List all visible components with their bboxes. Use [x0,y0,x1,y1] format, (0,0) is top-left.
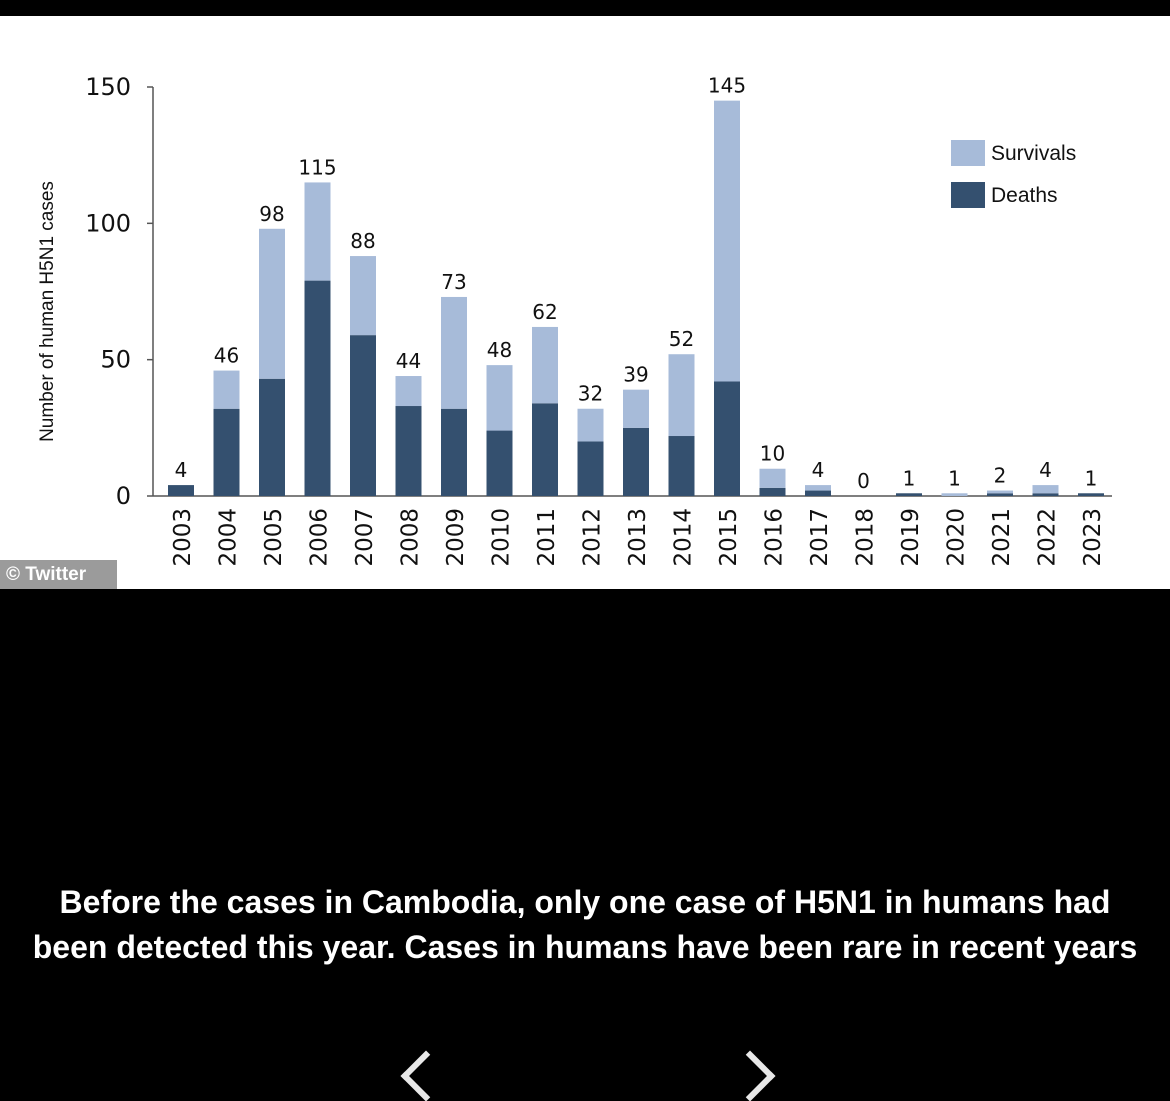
x-tick-label-2006: 2006 [307,508,333,567]
bar-survivals-2016 [759,468,786,488]
bar-survivals-2012 [577,408,604,442]
total-label-2017: 4 [812,458,825,482]
bar-survivals-2020 [941,493,968,496]
bar-deaths-2023 [1078,493,1104,496]
bar-deaths-2011 [532,403,558,496]
total-label-2020: 1 [948,466,961,490]
total-label-2011: 62 [532,300,557,324]
total-label-2008: 44 [396,349,421,373]
x-tick-label-2021: 2021 [989,508,1015,567]
x-tick-label-2017: 2017 [807,508,833,567]
bar-deaths-2007 [350,335,376,496]
total-label-2006: 115 [298,155,336,179]
chart-panel: 0 50 100 150 Number of human H5N1 cases 4 2003… [0,16,1170,589]
bar-survivals-2008 [395,376,422,407]
y-tick-label: 0 [116,482,131,510]
total-label-2010: 48 [487,338,512,362]
legend-swatch-deaths [951,182,985,208]
total-label-2014: 52 [669,327,694,351]
total-label-2007: 88 [350,229,375,253]
bar-deaths-2008 [395,406,422,496]
total-label-2009: 73 [441,270,466,294]
image-credit: © Twitter [0,560,117,589]
bar-survivals-2005 [259,228,285,379]
x-tick-label-2020: 2020 [944,508,970,567]
x-tick-label-2010: 2010 [489,508,515,567]
y-tick-label: 150 [85,73,131,101]
x-tick-label-2018: 2018 [853,508,879,567]
y-tick-label: 50 [100,346,131,374]
bar-deaths-2012 [577,441,604,496]
bar-survivals-2022 [1032,485,1059,494]
y-axis-title: Number of human H5N1 cases [37,181,58,442]
bar-survivals-2006 [304,182,331,281]
bar-survivals-2015 [714,100,740,382]
bar-survivals-2014 [668,354,695,437]
image-caption: Before the cases in Cambodia, only one c… [32,884,1138,965]
total-label-2016: 10 [760,442,785,466]
total-label-2005: 98 [259,202,284,226]
x-tick-label-2013: 2013 [625,508,651,567]
legend-swatch-survivals [951,140,985,166]
x-tick-label-2009: 2009 [443,508,469,567]
x-tick-label-2005: 2005 [261,508,287,567]
bar-deaths-2021 [987,493,1013,496]
bar-survivals-2013 [623,389,649,428]
bar-survivals-2010 [486,365,513,431]
total-label-2019: 1 [903,466,916,490]
x-tick-label-2016: 2016 [762,508,788,567]
x-tick-label-2014: 2014 [671,508,697,567]
bar-survivals-2007 [350,256,376,336]
bar-survivals-2004 [213,370,240,409]
bar-deaths-2004 [213,408,240,496]
bar-deaths-2015 [714,381,740,496]
bar-survivals-2021 [987,490,1013,494]
x-tick-label-2008: 2008 [398,508,424,567]
bar-deaths-2022 [1032,493,1059,496]
x-tick-label-2011: 2011 [534,508,560,567]
bar-deaths-2013 [623,427,649,496]
total-label-2018: 0 [857,469,870,493]
total-label-2023: 1 [1085,466,1098,490]
total-label-2022: 4 [1039,458,1052,482]
bar-deaths-2019 [896,493,922,496]
bar-survivals-2009 [441,296,467,409]
x-tick-label-2007: 2007 [352,508,378,567]
bar-deaths-2017 [805,490,831,496]
bar-deaths-2006 [304,280,331,496]
bar-deaths-2009 [441,408,467,496]
total-label-2004: 46 [214,344,239,368]
previous-arrow-icon[interactable] [400,1050,452,1101]
bar-deaths-2014 [668,436,695,496]
bar-deaths-2003 [168,485,194,496]
bar-survivals-2017 [805,485,831,491]
total-label-2015: 145 [708,74,746,98]
x-tick-label-2004: 2004 [216,508,242,567]
x-tick-label-2015: 2015 [716,508,742,567]
x-tick-label-2003: 2003 [170,508,196,567]
legend-label-survivals: Survivals [991,142,1076,165]
bar-survivals-2011 [532,326,558,404]
total-label-2013: 39 [623,363,648,387]
x-tick-label-2023: 2023 [1080,508,1106,567]
next-arrow-icon[interactable] [724,1050,776,1101]
legend-label-deaths: Deaths [991,184,1058,207]
total-label-2012: 32 [578,382,603,406]
bar-deaths-2016 [759,487,786,496]
x-tick-label-2022: 2022 [1035,508,1061,567]
y-tick-label: 100 [85,209,131,237]
bar-deaths-2005 [259,378,285,496]
x-tick-label-2012: 2012 [580,508,606,567]
bar-deaths-2010 [486,430,513,496]
total-label-2021: 2 [994,464,1007,488]
total-label-2003: 4 [175,458,188,482]
x-tick-label-2019: 2019 [898,508,924,567]
